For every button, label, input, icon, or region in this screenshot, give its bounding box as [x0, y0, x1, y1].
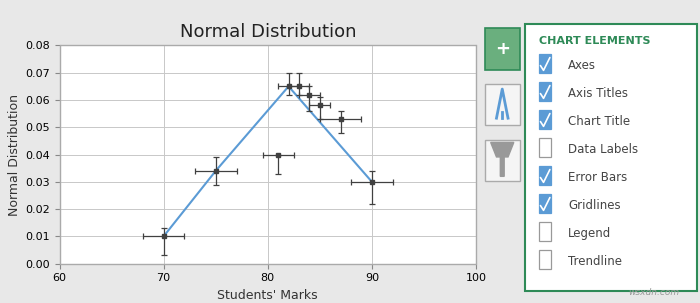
Polygon shape — [491, 142, 514, 176]
Text: Data Labels: Data Labels — [568, 142, 638, 155]
Text: Legend: Legend — [568, 227, 612, 239]
Title: Normal Distribution: Normal Distribution — [179, 23, 356, 41]
Text: Axis Titles: Axis Titles — [568, 87, 628, 99]
Text: Trendline: Trendline — [568, 255, 622, 268]
Bar — [60, 45, 476, 264]
Bar — [539, 194, 551, 213]
Text: +: + — [495, 40, 510, 58]
Y-axis label: Normal Distribution: Normal Distribution — [8, 94, 21, 215]
Text: CHART ELEMENTS: CHART ELEMENTS — [539, 36, 650, 46]
Text: Gridlines: Gridlines — [568, 198, 621, 211]
Bar — [485, 28, 519, 70]
Text: Axes: Axes — [568, 58, 596, 72]
Bar — [539, 222, 551, 241]
Bar — [539, 82, 551, 101]
Bar — [539, 250, 551, 269]
Text: wsxdn.com: wsxdn.com — [628, 288, 679, 297]
X-axis label: Students' Marks: Students' Marks — [218, 289, 318, 302]
Bar — [485, 140, 519, 181]
Text: Error Bars: Error Bars — [568, 171, 627, 184]
Bar — [539, 54, 551, 73]
Bar — [485, 84, 519, 125]
Bar — [539, 138, 551, 157]
Bar — [539, 110, 551, 129]
Text: Chart Title: Chart Title — [568, 115, 630, 128]
Bar — [539, 166, 551, 185]
